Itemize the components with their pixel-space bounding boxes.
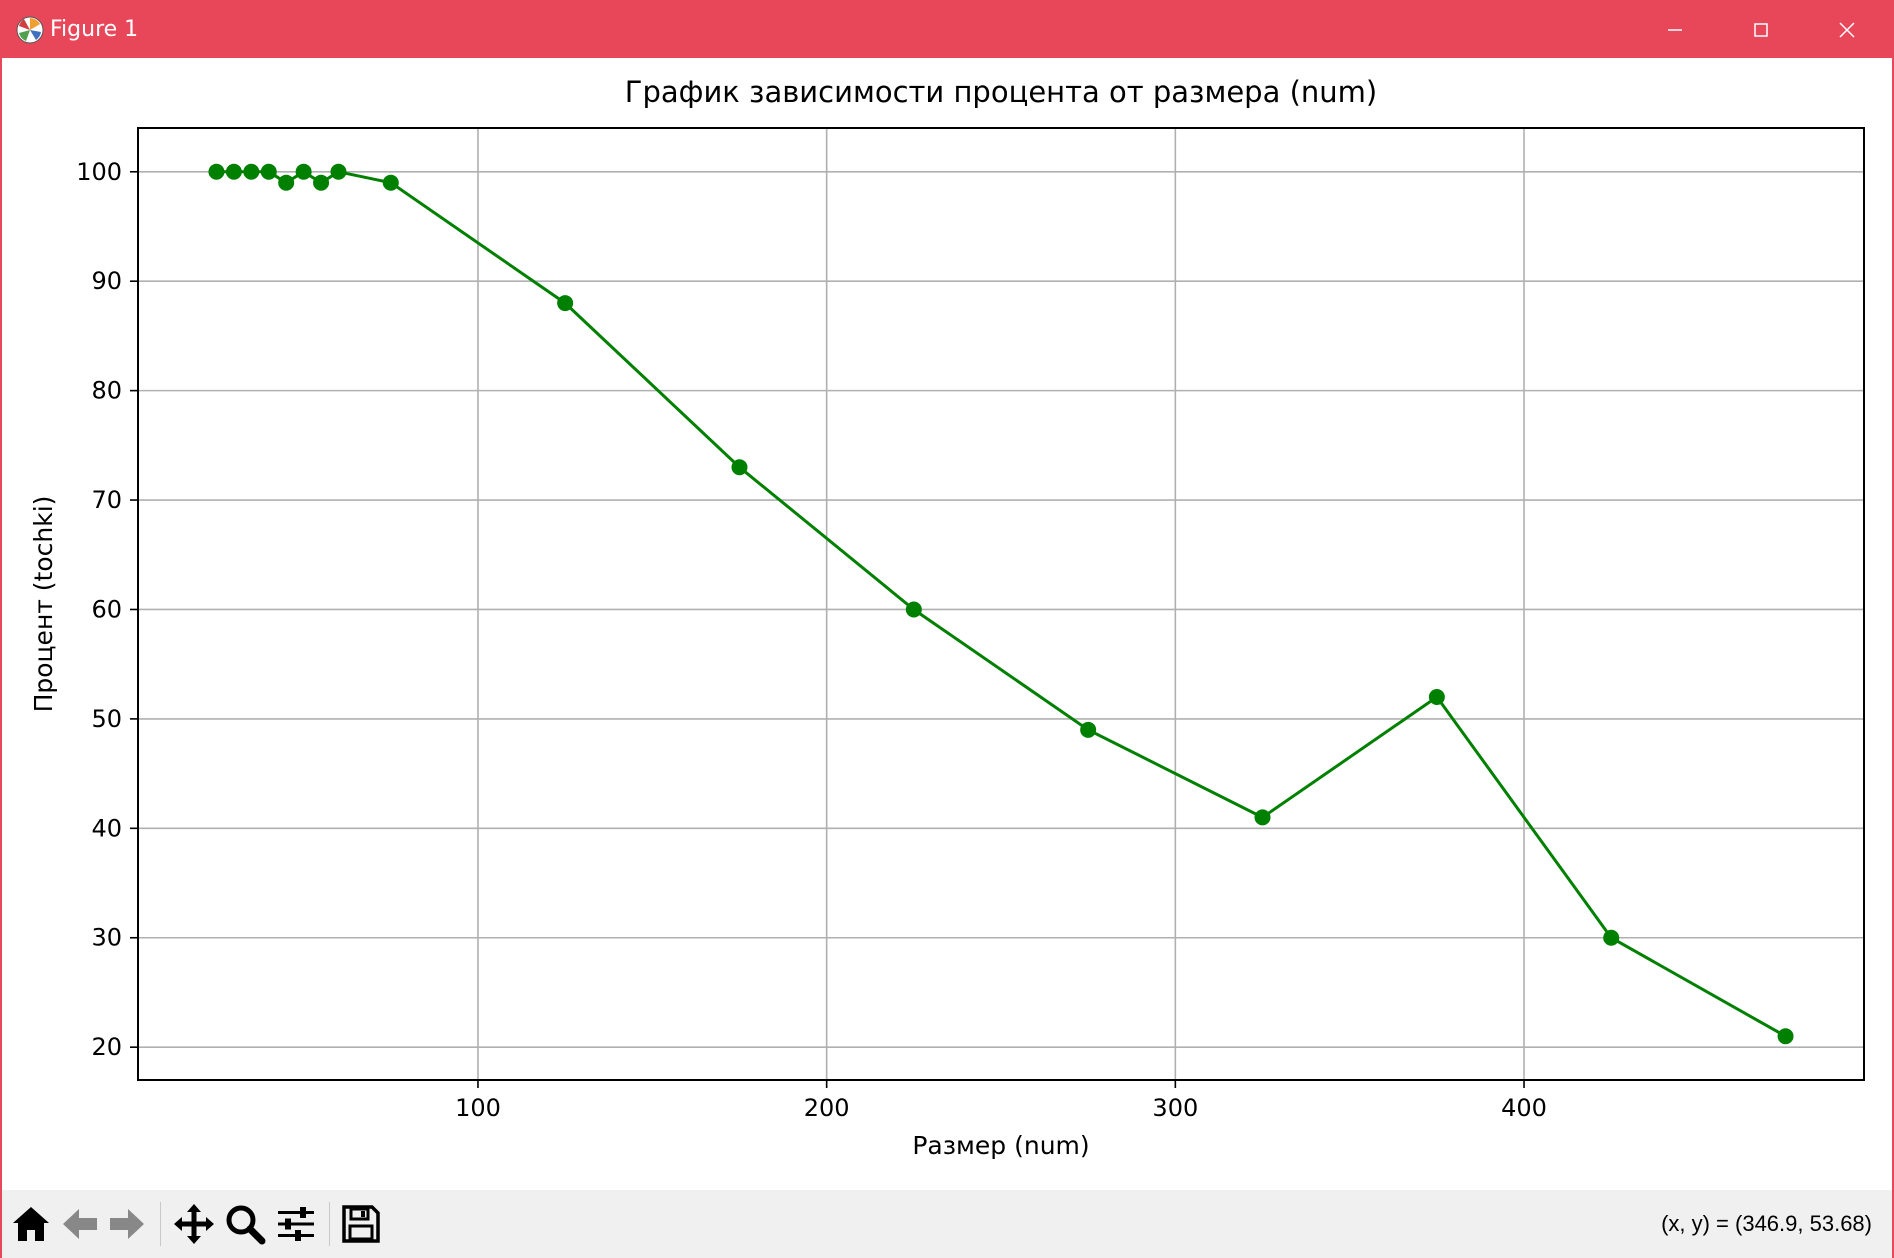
save-button[interactable]: [337, 1200, 385, 1248]
minimize-icon: [1668, 29, 1682, 31]
data-point: [1428, 689, 1445, 706]
data-point: [1080, 721, 1097, 738]
data-point: [1254, 809, 1271, 826]
data-point: [208, 163, 225, 180]
y-tick-label: 20: [91, 1033, 122, 1061]
y-tick-label: 30: [91, 924, 122, 952]
home-icon: [13, 1207, 49, 1241]
window-title: Figure 1: [50, 17, 139, 42]
axes-frame: [137, 127, 1865, 1081]
toolbar-separator: [160, 1202, 161, 1246]
minimize-button[interactable]: [1632, 2, 1718, 58]
forward-arrow-icon: [110, 1209, 144, 1239]
back-arrow-icon: [63, 1209, 97, 1239]
series-layer: [208, 163, 1794, 1045]
y-tick-label: 60: [91, 595, 122, 623]
home-button[interactable]: [7, 1200, 55, 1248]
axis-ticks: 100 200 300 400 20 30 40 50 60 70 80 90 100: [76, 158, 1547, 1122]
x-tick-label: 300: [1152, 1094, 1198, 1122]
x-tick-label: 400: [1501, 1094, 1547, 1122]
configure-subplots-icon: [278, 1207, 314, 1241]
y-axis-label: Процент (tochki): [29, 496, 58, 713]
line-chart: 100 200 300 400 20 30 40 50 60 70 80 90 100 График з…: [29, 75, 1865, 1160]
data-point: [905, 601, 922, 618]
data-point: [382, 174, 399, 191]
navigation-toolbar: (x, y) = (346.9, 53.68): [2, 1190, 1892, 1258]
zoom-button[interactable]: [221, 1200, 269, 1248]
save-icon: [342, 1205, 380, 1243]
data-point: [295, 163, 312, 180]
forward-button[interactable]: [103, 1200, 151, 1248]
matplotlib-logo-icon: [16, 16, 44, 44]
close-button[interactable]: [1804, 2, 1890, 58]
x-tick-label: 100: [455, 1094, 501, 1122]
y-tick-label: 90: [91, 267, 122, 295]
data-point: [278, 174, 295, 191]
data-point: [557, 295, 574, 312]
series-line: [216, 170, 1787, 1038]
figure-canvas[interactable]: 100 200 300 400 20 30 40 50 60 70 80 90 100 График з…: [2, 58, 1892, 1190]
data-point: [225, 163, 242, 180]
title-bar[interactable]: Figure 1: [2, 2, 1892, 58]
maximize-icon: [1754, 23, 1768, 37]
data-point: [330, 163, 347, 180]
x-axis-label: Размер (num): [912, 1131, 1089, 1160]
x-tick-label: 200: [804, 1094, 850, 1122]
data-point: [1603, 929, 1620, 946]
data-point: [731, 459, 748, 476]
pan-icon: [174, 1204, 214, 1244]
y-tick-label: 40: [91, 814, 122, 842]
maximize-button[interactable]: [1718, 2, 1804, 58]
chart-title: График зависимости процента от размера (…: [625, 75, 1377, 109]
data-point: [1777, 1028, 1794, 1045]
zoom-icon: [226, 1205, 266, 1245]
y-tick-label: 70: [91, 486, 122, 514]
back-button[interactable]: [56, 1200, 104, 1248]
configure-subplots-button[interactable]: [272, 1200, 320, 1248]
y-tick-label: 100: [76, 158, 122, 186]
pan-button[interactable]: [170, 1200, 218, 1248]
data-point: [243, 163, 260, 180]
data-point: [313, 174, 330, 191]
cursor-coordinates: (x, y) = (346.9, 53.68): [1661, 1211, 1872, 1236]
toolbar-separator: [329, 1202, 330, 1246]
y-tick-label: 50: [91, 705, 122, 733]
data-point: [260, 163, 277, 180]
grid-lines: [138, 128, 1864, 1080]
y-tick-label: 80: [91, 377, 122, 405]
close-icon: [1839, 22, 1855, 38]
